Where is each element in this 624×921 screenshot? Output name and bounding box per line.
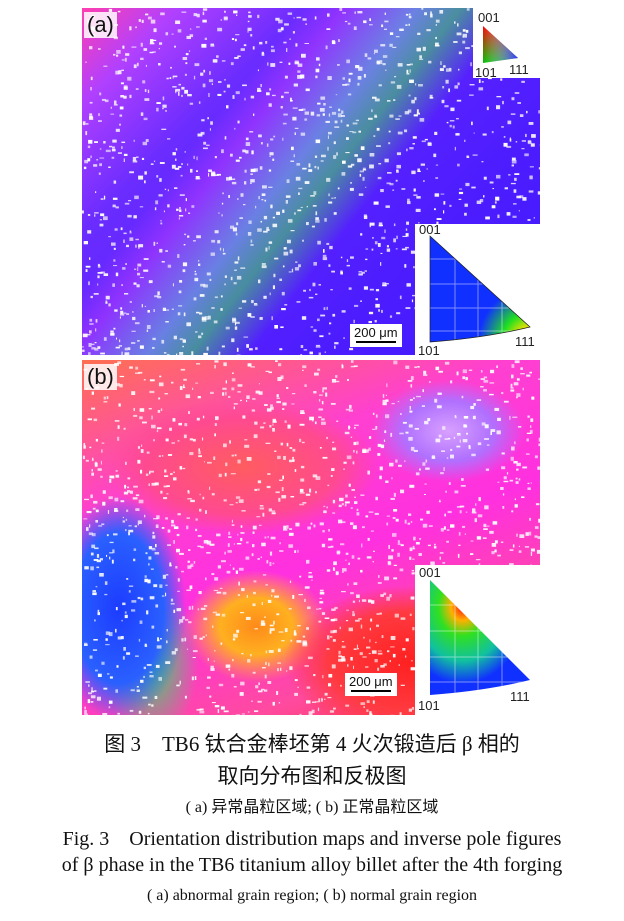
ipf-label-001: 001 [419, 224, 441, 237]
scale-bar-b: 200 μm [345, 673, 397, 696]
speckle-noise [82, 360, 540, 715]
ipf-label-101: 101 [418, 698, 440, 713]
orientation-map-a: (a) 200 μm 001 101 111 001 101 111 [82, 8, 540, 355]
caption-cn-title: 图 3 TB6 钛合金棒坯第 4 火次锻造后 β 相的 [104, 732, 520, 756]
color-key-triangle: 001 101 111 [475, 10, 529, 78]
caption-en-subtitle: ( a) abnormal grain region; ( b) normal … [146, 887, 478, 904]
caption-cn-subtitle: ( a) 异常晶粒区域; ( b) 正常晶粒区域 [185, 799, 439, 816]
panel-label-a: (a) [84, 12, 117, 38]
key-label-111: 111 [509, 62, 529, 77]
key-label-101: 101 [475, 65, 497, 78]
key-label-001: 001 [478, 10, 500, 25]
ipf-label-111: 111 [510, 689, 530, 704]
scale-bar-label: 200 μm [354, 325, 398, 340]
ipf-label-111: 111 [515, 334, 535, 349]
orientation-map-b: (b) 200 μm 001 101 111 [82, 360, 540, 715]
panel-label-b: (b) [84, 364, 117, 390]
scale-bar-line [356, 341, 396, 343]
scale-bar-line [351, 690, 391, 692]
ipf-label-001: 001 [419, 565, 441, 580]
inverse-pole-figure-a: 001 101 111 [418, 224, 535, 355]
scale-bar-a: 200 μm [350, 324, 402, 347]
ipf-label-101: 101 [418, 343, 440, 355]
scale-bar-label: 200 μm [349, 674, 393, 689]
inverse-pole-figure-b: 001 101 111 [418, 565, 530, 713]
caption-cn-title-cont: 取向分布图和反极图 [217, 764, 407, 788]
caption-en-title-cont: of β phase in the TB6 titanium alloy bil… [61, 854, 563, 876]
caption-en-title: Fig. 3 Orientation distribution maps and… [62, 828, 562, 850]
